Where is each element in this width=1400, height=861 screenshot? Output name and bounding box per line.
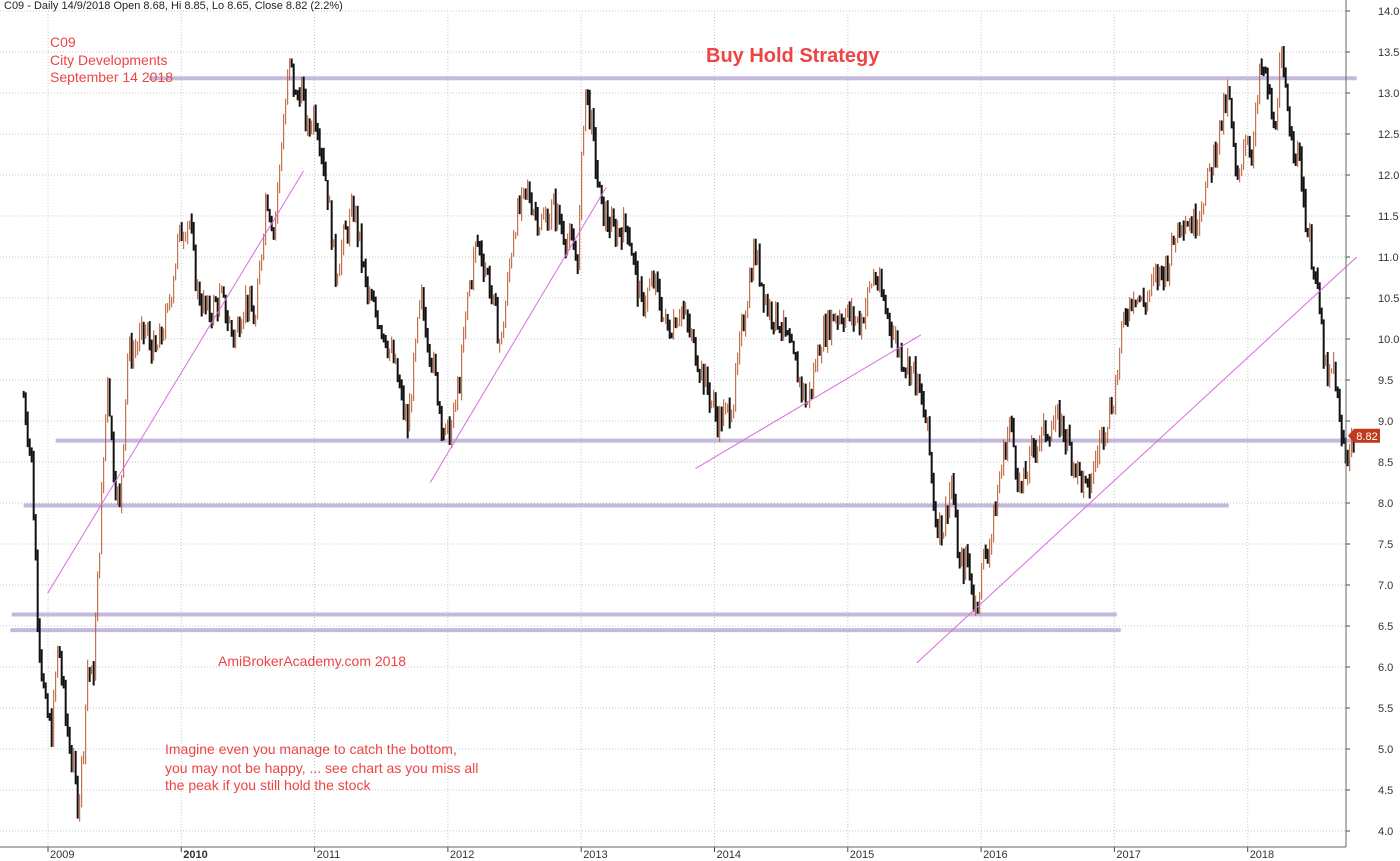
x-tick-label: 2009 xyxy=(50,849,74,861)
trend-line xyxy=(916,256,1358,664)
trend-line xyxy=(429,187,607,483)
x-tick-label: 2018 xyxy=(1250,849,1274,861)
y-tick-label: 8.0 xyxy=(1378,498,1393,510)
y-tick-label: 14.0 xyxy=(1378,6,1399,18)
trend-lines xyxy=(47,170,1358,664)
x-tick-label: 2010 xyxy=(183,849,207,861)
y-tick-label: 10.0 xyxy=(1378,334,1399,346)
x-tick-label: 2015 xyxy=(850,849,874,861)
note-line-1: Imagine even you manage to catch the bot… xyxy=(165,741,457,757)
y-tick-label: 10.5 xyxy=(1378,293,1399,305)
y-tick-label: 13.5 xyxy=(1378,47,1399,59)
x-tick-label: 2011 xyxy=(317,849,341,861)
website-label: AmiBrokerAcademy.com 2018 xyxy=(218,653,407,669)
note-line-2: you may not be happy, ... see chart as y… xyxy=(165,760,479,776)
chart-title: Buy Hold Strategy xyxy=(706,45,880,67)
y-tick-label: 12.5 xyxy=(1378,129,1399,141)
trend-line xyxy=(47,170,305,594)
y-tick-label: 5.0 xyxy=(1378,744,1393,756)
y-tick-label: 5.5 xyxy=(1378,703,1393,715)
y-tick-label: 12.0 xyxy=(1378,170,1399,182)
support-resistance-lines xyxy=(10,76,1357,633)
y-tick-label: 9.0 xyxy=(1378,416,1393,428)
y-tick-label: 7.0 xyxy=(1378,580,1393,592)
y-tick-label: 8.5 xyxy=(1378,457,1393,469)
y-tick-label: 4.5 xyxy=(1378,785,1393,797)
y-tick-label: 6.5 xyxy=(1378,621,1393,633)
price-series xyxy=(22,46,1355,822)
note-line-3: the peak if you still hold the stock xyxy=(165,777,371,793)
y-tick-label: 9.5 xyxy=(1378,375,1393,387)
y-tick-label: 13.0 xyxy=(1378,88,1399,100)
y-tick-label: 11.0 xyxy=(1378,252,1399,264)
x-tick-label: 2017 xyxy=(1116,849,1140,861)
y-tick-label: 6.0 xyxy=(1378,662,1393,674)
x-tick-label: 2013 xyxy=(583,849,607,861)
x-tick-label: 2012 xyxy=(450,849,474,861)
y-tick-label: 11.5 xyxy=(1378,211,1399,223)
ticker-label: C09 xyxy=(50,34,76,50)
last-price-label: 8.82 xyxy=(1356,431,1377,443)
last-price-tag xyxy=(1348,428,1380,443)
y-tick-label: 4.0 xyxy=(1378,826,1393,838)
x-tick-label: 2014 xyxy=(717,849,741,861)
x-tick-label: 2016 xyxy=(983,849,1007,861)
date-label: September 14 2018 xyxy=(50,69,173,85)
chart-header: C09 - Daily 14/9/2018 Open 8.68, Hi 8.85… xyxy=(4,0,343,12)
grid xyxy=(0,10,1346,847)
trend-line xyxy=(695,334,922,469)
y-tick-label: 7.5 xyxy=(1378,539,1393,551)
company-label: City Developments xyxy=(50,52,168,68)
